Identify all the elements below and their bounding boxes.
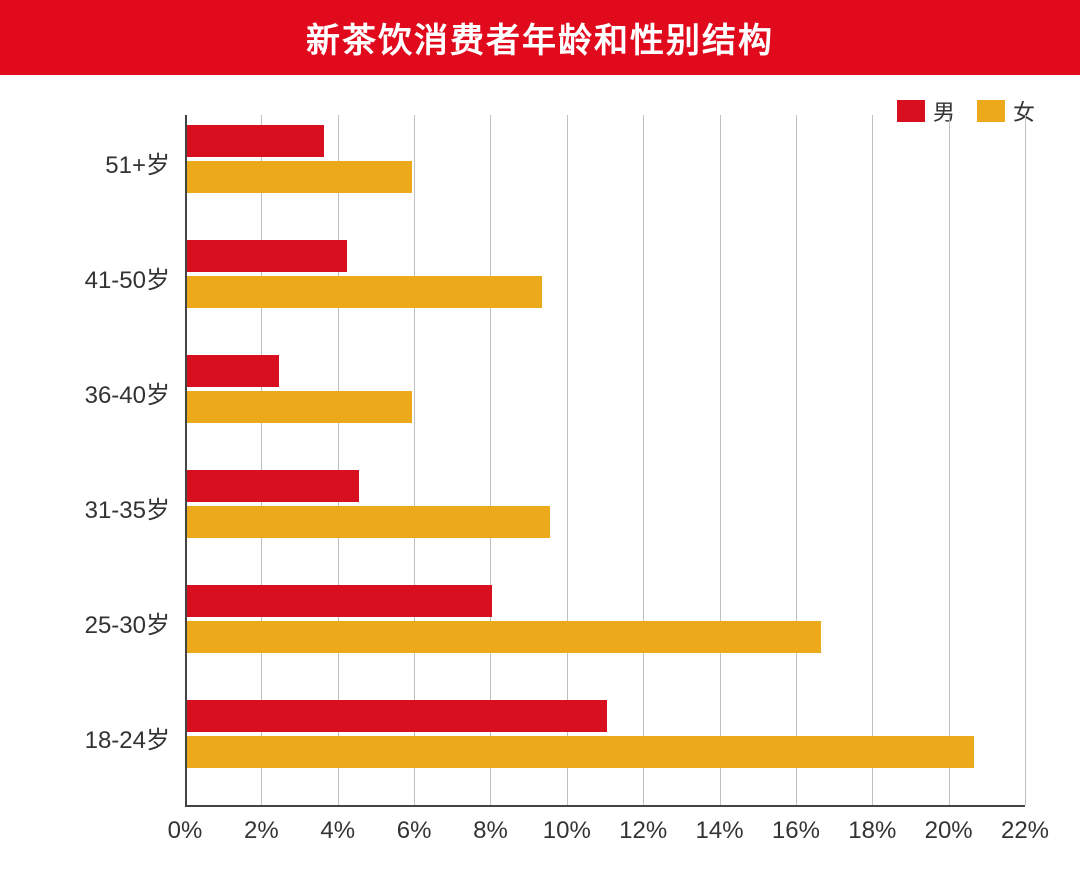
y-tick-label: 18-24岁 (30, 720, 170, 755)
y-tick-label: 41-50岁 (30, 260, 170, 295)
bar (187, 240, 347, 272)
bar (187, 391, 412, 423)
x-tick-label: 22% (1001, 817, 1049, 845)
bar (187, 585, 492, 617)
bar (187, 700, 607, 732)
x-tick-label: 20% (925, 817, 973, 845)
grid-line (949, 115, 950, 805)
x-tick-label: 14% (696, 817, 744, 845)
bar (187, 736, 974, 768)
bar (187, 355, 279, 387)
x-tick-label: 2% (244, 817, 279, 845)
x-tick-label: 8% (473, 817, 508, 845)
x-tick-label: 16% (772, 817, 820, 845)
bar (187, 125, 324, 157)
y-tick-label: 36-40岁 (30, 375, 170, 410)
x-axis (185, 805, 1025, 807)
x-tick-label: 6% (397, 817, 432, 845)
grid-line (872, 115, 873, 805)
bar (187, 506, 550, 538)
x-tick-label: 0% (168, 817, 203, 845)
chart-title-bar: 新茶饮消费者年龄和性别结构 (0, 0, 1080, 75)
y-tick-label: 31-35岁 (30, 490, 170, 525)
bar (187, 161, 412, 193)
grid-line (796, 115, 797, 805)
x-tick-label: 4% (320, 817, 355, 845)
y-tick-label: 25-30岁 (30, 605, 170, 640)
x-tick-label: 18% (848, 817, 896, 845)
bar (187, 621, 821, 653)
x-tick-label: 10% (543, 817, 591, 845)
x-tick-label: 12% (619, 817, 667, 845)
bar (187, 276, 542, 308)
y-tick-label: 51+岁 (30, 145, 170, 180)
grid-line (720, 115, 721, 805)
chart-title: 新茶饮消费者年龄和性别结构 (306, 13, 774, 62)
grid-line (1025, 115, 1026, 805)
bar (187, 470, 359, 502)
grid-line (643, 115, 644, 805)
plot-area: 0%2%4%6%8%10%12%14%16%18%20%22%51+岁41-50… (185, 115, 1025, 805)
